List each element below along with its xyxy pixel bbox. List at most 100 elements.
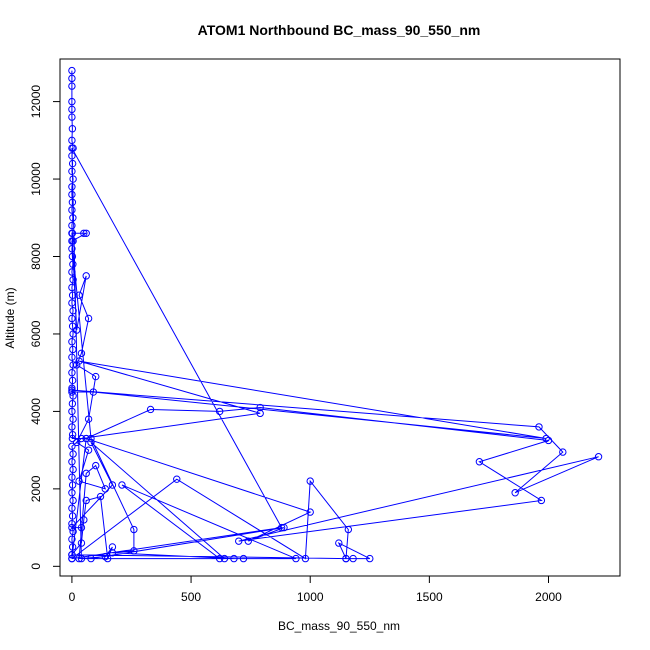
data-point	[68, 136, 76, 145]
data-point	[68, 322, 77, 330]
data-point	[84, 446, 93, 454]
x-tick-label: 1500	[416, 590, 443, 604]
data-point	[537, 496, 546, 505]
x-tick-label: 0	[69, 590, 76, 604]
data-point	[68, 97, 76, 106]
data-point	[77, 434, 86, 443]
data-point	[108, 481, 117, 489]
data-point	[68, 159, 77, 168]
data-point	[130, 547, 138, 555]
data-point	[89, 388, 98, 396]
data-point	[87, 554, 95, 563]
data-point	[77, 349, 86, 358]
data-point	[344, 525, 353, 534]
x-tick-label: 500	[181, 590, 201, 604]
y-tick-label: 8000	[29, 243, 43, 270]
data-point	[68, 338, 76, 346]
data-point	[69, 496, 77, 505]
data-point	[82, 496, 90, 505]
data-point	[68, 229, 76, 237]
data-point	[69, 307, 77, 315]
data-point	[72, 438, 81, 447]
data-point	[301, 554, 310, 563]
data-point	[511, 489, 519, 497]
data-point	[69, 527, 77, 536]
data-point	[118, 481, 126, 489]
data-point	[75, 291, 83, 299]
data-point	[80, 516, 88, 524]
data-point	[68, 299, 76, 307]
data-point	[69, 345, 77, 354]
data-point	[68, 245, 76, 253]
data-point	[68, 82, 76, 90]
data-point	[101, 552, 109, 561]
data-point	[68, 430, 77, 439]
x-tick-label: 2000	[535, 590, 562, 604]
data-point	[68, 198, 77, 206]
series-line	[70, 70, 599, 560]
data-point	[68, 520, 76, 528]
data-point	[87, 434, 95, 443]
y-tick-label: 2000	[29, 475, 43, 502]
data-point	[72, 326, 81, 334]
data-point	[69, 175, 77, 183]
data-point	[230, 554, 238, 563]
data-point	[68, 368, 76, 377]
data-point	[68, 388, 76, 396]
data-point	[108, 549, 117, 557]
y-tick-label: 4000	[29, 398, 43, 425]
data-point	[277, 523, 286, 532]
data-point	[75, 554, 83, 563]
data-point	[306, 508, 314, 516]
data-point	[68, 268, 76, 276]
data-point	[68, 543, 77, 551]
data-point	[84, 314, 93, 323]
data-point	[68, 113, 76, 121]
data-point	[68, 504, 76, 512]
data-point	[475, 458, 484, 466]
data-point	[215, 554, 224, 563]
data-point	[559, 448, 567, 456]
data-point	[68, 283, 76, 292]
data-point	[68, 512, 77, 520]
data-point	[68, 144, 76, 152]
data-point	[68, 384, 76, 392]
data-point	[101, 485, 109, 493]
data-point	[69, 465, 77, 474]
data-point	[87, 438, 95, 447]
data-point	[68, 535, 76, 543]
data-point	[68, 353, 76, 361]
data-point	[68, 167, 76, 176]
data-point	[69, 450, 77, 458]
y-tick-label: 12000	[29, 85, 43, 119]
data-point	[244, 537, 252, 545]
data-point	[69, 276, 77, 284]
data-point	[77, 539, 86, 547]
data-point	[72, 361, 81, 369]
data-point	[68, 74, 76, 83]
data-point	[69, 260, 77, 268]
y-axis-label: Altitude (m)	[3, 287, 17, 348]
data-point	[68, 407, 76, 416]
data-point	[68, 481, 77, 489]
data-point	[535, 423, 543, 431]
data-point	[68, 489, 76, 497]
data-point	[69, 214, 77, 222]
data-point	[68, 551, 76, 559]
data-point	[146, 405, 155, 414]
data-point	[69, 361, 77, 369]
data-point	[173, 475, 181, 483]
data-point	[68, 523, 76, 532]
data-point	[68, 105, 76, 114]
data-point	[68, 190, 76, 199]
data-point	[68, 237, 76, 245]
data-point	[68, 376, 77, 385]
data-point	[68, 423, 76, 431]
data-point	[82, 469, 90, 478]
y-tick-label: 6000	[29, 320, 43, 347]
data-point	[82, 272, 90, 280]
data-point	[220, 554, 229, 563]
data-point	[68, 442, 76, 450]
data-point	[68, 434, 77, 443]
